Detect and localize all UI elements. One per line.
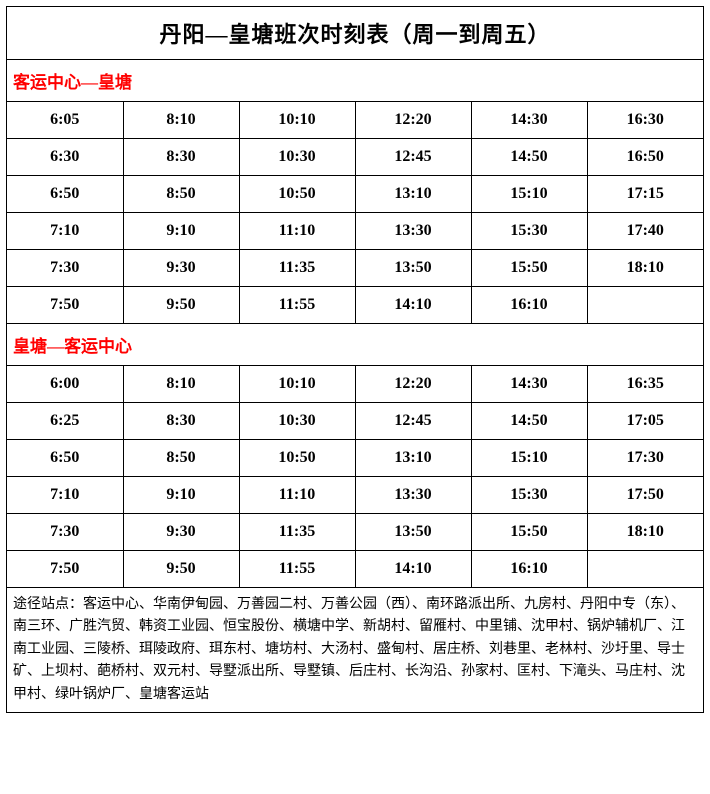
time-cell: 9:50 (123, 551, 239, 588)
time-cell: 15:30 (471, 477, 587, 514)
time-cell: 15:10 (471, 176, 587, 213)
time-cell: 13:50 (355, 250, 471, 287)
time-cell: 9:30 (123, 250, 239, 287)
time-cell: 12:45 (355, 139, 471, 176)
time-cell: 17:15 (587, 176, 703, 213)
time-cell: 14:50 (471, 139, 587, 176)
time-cell: 10:50 (239, 440, 355, 477)
time-cell: 10:50 (239, 176, 355, 213)
time-cell: 7:50 (7, 287, 123, 324)
time-cell: 6:00 (7, 366, 123, 403)
time-cell: 6:25 (7, 403, 123, 440)
time-cell: 8:30 (123, 403, 239, 440)
section1-header: 客运中心—皇塘 (7, 60, 703, 102)
time-cell: 11:10 (239, 213, 355, 250)
time-cell: 11:55 (239, 287, 355, 324)
time-cell: 14:10 (355, 551, 471, 588)
table-row: 7:109:1011:1013:3015:3017:40 (7, 213, 703, 250)
time-cell: 8:50 (123, 440, 239, 477)
table-row: 6:308:3010:3012:4514:5016:50 (7, 139, 703, 176)
time-cell: 13:30 (355, 213, 471, 250)
time-cell: 10:10 (239, 366, 355, 403)
time-cell: 15:30 (471, 213, 587, 250)
time-cell: 13:50 (355, 514, 471, 551)
time-cell: 18:10 (587, 250, 703, 287)
time-cell: 10:30 (239, 403, 355, 440)
time-cell: 9:10 (123, 477, 239, 514)
section1-table: 6:058:1010:1012:2014:3016:306:308:3010:3… (7, 102, 703, 323)
time-cell: 8:10 (123, 366, 239, 403)
time-cell: 9:30 (123, 514, 239, 551)
time-cell: 13:10 (355, 176, 471, 213)
section2-header: 皇塘—客运中心 (7, 323, 703, 366)
table-row: 6:258:3010:3012:4514:5017:05 (7, 403, 703, 440)
time-cell: 14:30 (471, 102, 587, 139)
time-cell: 6:30 (7, 139, 123, 176)
time-cell: 9:50 (123, 287, 239, 324)
table-row: 7:309:3011:3513:5015:5018:10 (7, 514, 703, 551)
time-cell (587, 287, 703, 324)
time-cell: 6:50 (7, 176, 123, 213)
time-cell: 14:30 (471, 366, 587, 403)
time-cell: 15:50 (471, 250, 587, 287)
time-cell: 17:50 (587, 477, 703, 514)
table-row: 7:109:1011:1013:3015:3017:50 (7, 477, 703, 514)
time-cell: 7:10 (7, 213, 123, 250)
table-row: 7:509:5011:5514:1016:10 (7, 287, 703, 324)
time-cell: 11:35 (239, 250, 355, 287)
time-cell: 16:10 (471, 287, 587, 324)
time-cell: 17:05 (587, 403, 703, 440)
timetable-container: 丹阳—皇塘班次时刻表（周一到周五） 客运中心—皇塘 6:058:1010:101… (6, 6, 704, 713)
time-cell: 16:50 (587, 139, 703, 176)
time-cell: 10:30 (239, 139, 355, 176)
time-cell: 17:30 (587, 440, 703, 477)
time-cell: 8:10 (123, 102, 239, 139)
time-cell: 11:10 (239, 477, 355, 514)
table-row: 7:309:3011:3513:5015:5018:10 (7, 250, 703, 287)
time-cell: 6:50 (7, 440, 123, 477)
time-cell: 16:35 (587, 366, 703, 403)
time-cell: 13:10 (355, 440, 471, 477)
time-cell: 7:10 (7, 477, 123, 514)
table-row: 7:509:5011:5514:1016:10 (7, 551, 703, 588)
time-cell: 11:35 (239, 514, 355, 551)
table-row: 6:508:5010:5013:1015:1017:15 (7, 176, 703, 213)
time-cell: 18:10 (587, 514, 703, 551)
page-title: 丹阳—皇塘班次时刻表（周一到周五） (7, 7, 703, 60)
footer-stations: 途径站点：客运中心、华南伊甸园、万善园二村、万善公园（西）、南环路派出所、九房村… (7, 587, 703, 712)
time-cell: 12:20 (355, 366, 471, 403)
time-cell (587, 551, 703, 588)
time-cell: 7:30 (7, 250, 123, 287)
time-cell: 9:10 (123, 213, 239, 250)
time-cell: 14:50 (471, 403, 587, 440)
time-cell: 16:10 (471, 551, 587, 588)
time-cell: 14:10 (355, 287, 471, 324)
time-cell: 7:50 (7, 551, 123, 588)
time-cell: 13:30 (355, 477, 471, 514)
time-cell: 12:20 (355, 102, 471, 139)
time-cell: 12:45 (355, 403, 471, 440)
section2-table: 6:008:1010:1012:2014:3016:356:258:3010:3… (7, 366, 703, 587)
time-cell: 8:30 (123, 139, 239, 176)
time-cell: 11:55 (239, 551, 355, 588)
time-cell: 15:50 (471, 514, 587, 551)
time-cell: 10:10 (239, 102, 355, 139)
table-row: 6:058:1010:1012:2014:3016:30 (7, 102, 703, 139)
table-row: 6:508:5010:5013:1015:1017:30 (7, 440, 703, 477)
time-cell: 16:30 (587, 102, 703, 139)
time-cell: 15:10 (471, 440, 587, 477)
time-cell: 17:40 (587, 213, 703, 250)
time-cell: 6:05 (7, 102, 123, 139)
time-cell: 8:50 (123, 176, 239, 213)
table-row: 6:008:1010:1012:2014:3016:35 (7, 366, 703, 403)
time-cell: 7:30 (7, 514, 123, 551)
